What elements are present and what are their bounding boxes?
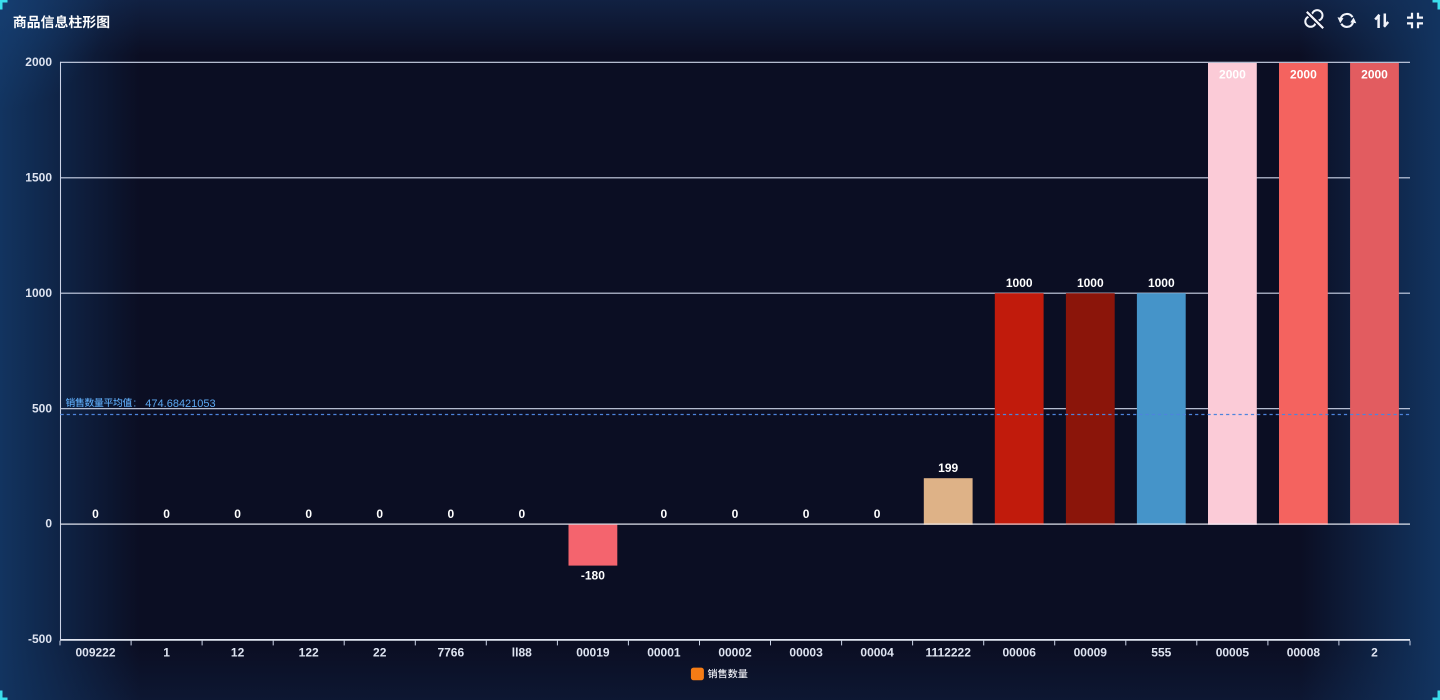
svg-text:1000: 1000 — [25, 286, 52, 300]
svg-text:0: 0 — [92, 507, 99, 521]
svg-text:ll88: ll88 — [512, 646, 532, 660]
svg-text:500: 500 — [32, 401, 52, 415]
svg-text:0: 0 — [518, 507, 525, 521]
svg-text:199: 199 — [938, 461, 958, 475]
svg-text:555: 555 — [1151, 646, 1171, 660]
svg-text:0: 0 — [661, 507, 668, 521]
svg-text:1000: 1000 — [1148, 276, 1175, 290]
svg-text:474.68421053: 474.68421053 — [145, 398, 215, 410]
svg-text:1000: 1000 — [1006, 276, 1033, 290]
svg-text:00003: 00003 — [789, 646, 823, 660]
svg-text:00001: 00001 — [647, 646, 681, 660]
svg-text:0: 0 — [234, 507, 241, 521]
svg-text:0: 0 — [305, 507, 312, 521]
svg-text:7766: 7766 — [437, 646, 464, 660]
svg-text:0: 0 — [163, 507, 170, 521]
svg-text:122: 122 — [299, 646, 319, 660]
svg-text::: : — [133, 398, 136, 410]
svg-text:0: 0 — [874, 507, 881, 521]
svg-text:1112222: 1112222 — [925, 646, 971, 660]
svg-text:0: 0 — [803, 507, 810, 521]
svg-text:0: 0 — [45, 517, 52, 531]
svg-text:2000: 2000 — [1361, 67, 1388, 81]
svg-text:0: 0 — [376, 507, 383, 521]
svg-text:1000: 1000 — [1077, 276, 1104, 290]
svg-text:00006: 00006 — [1003, 646, 1037, 660]
svg-text:0: 0 — [447, 507, 454, 521]
svg-text:12: 12 — [231, 646, 245, 660]
svg-text:22: 22 — [373, 646, 387, 660]
svg-text:009222: 009222 — [75, 646, 115, 660]
svg-text:00005: 00005 — [1216, 646, 1250, 660]
svg-text:1500: 1500 — [25, 170, 52, 184]
svg-text:0: 0 — [732, 507, 739, 521]
svg-text:-500: -500 — [28, 632, 52, 646]
svg-text:00008: 00008 — [1287, 646, 1321, 660]
svg-text:1: 1 — [163, 646, 170, 660]
svg-text:00019: 00019 — [576, 646, 610, 660]
svg-text:2000: 2000 — [1219, 67, 1246, 81]
svg-text:2000: 2000 — [1290, 67, 1317, 81]
svg-text:00009: 00009 — [1074, 646, 1108, 660]
svg-text:2: 2 — [1371, 646, 1378, 660]
svg-text:2000: 2000 — [25, 55, 52, 69]
svg-text:00004: 00004 — [860, 646, 894, 660]
svg-text:00002: 00002 — [718, 646, 752, 660]
svg-text:-180: -180 — [581, 568, 605, 582]
